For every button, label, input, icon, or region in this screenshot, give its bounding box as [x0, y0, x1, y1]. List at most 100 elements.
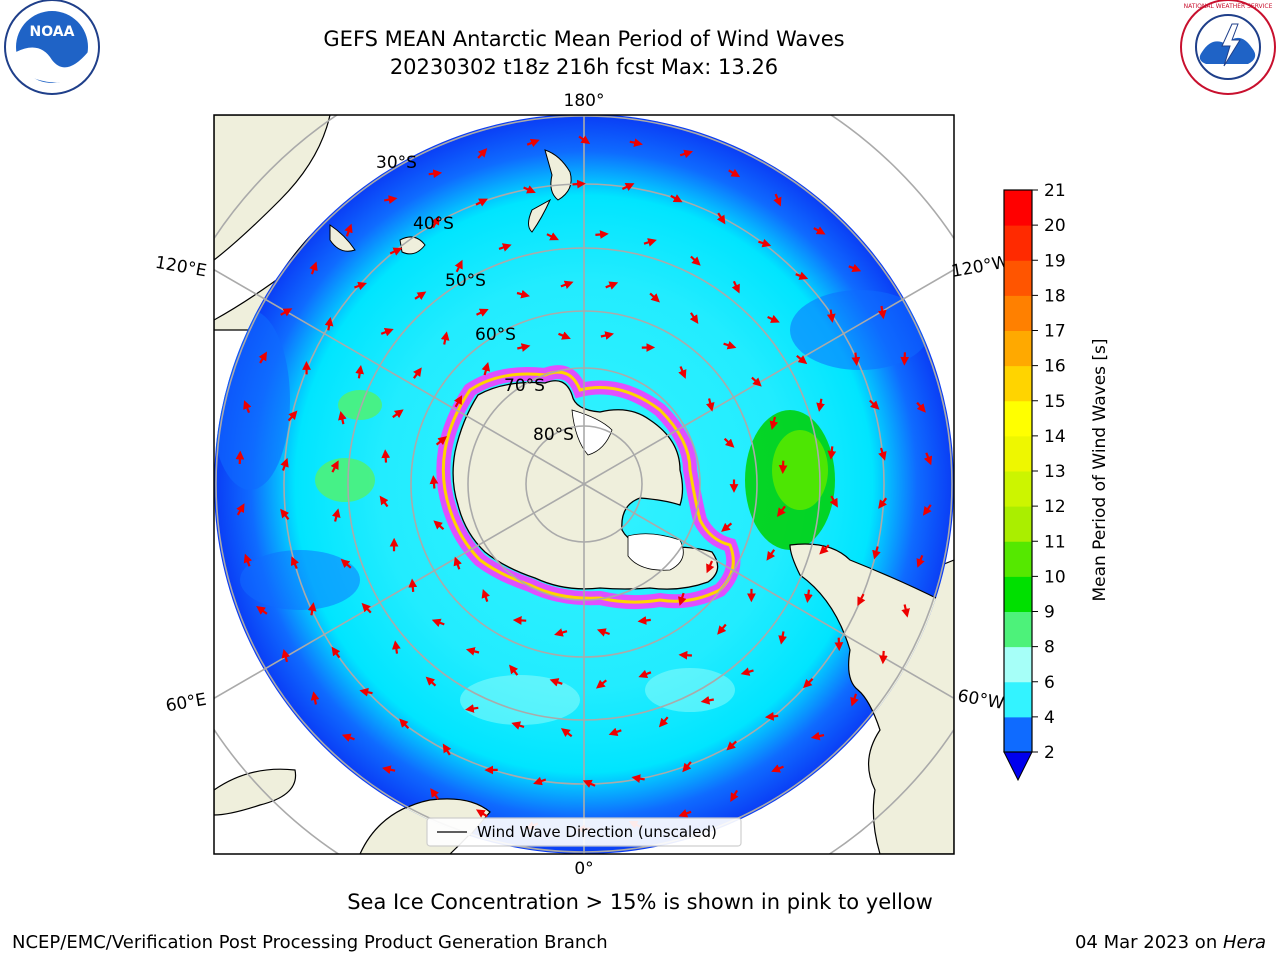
colorbar-segment: [1004, 435, 1032, 472]
wind-wave-arrow: [723, 340, 737, 350]
wind-wave-arrow: [381, 449, 391, 463]
wind-wave-arrow: [481, 362, 491, 376]
wind-wave-arrow: [851, 352, 861, 366]
wind-wave-arrow: [498, 243, 512, 252]
colorbar-segment: [1004, 611, 1032, 648]
colorbar-segment: [1004, 330, 1032, 367]
colorbar-segment: [1004, 681, 1032, 718]
wind-wave-arrow: [608, 727, 622, 736]
wind-wave-arrow: [578, 135, 591, 144]
wind-wave-arrow: [596, 628, 610, 637]
wind-wave-arrow: [431, 618, 445, 627]
wind-wave-arrow: [310, 691, 320, 705]
lat-label-60: 60°S: [475, 325, 516, 345]
wind-wave-arrow: [361, 602, 372, 614]
meridian-labels: 180° 0° 120°E 60°E 120°W 60°W: [154, 91, 1011, 879]
wind-wave-arrow: [682, 761, 692, 773]
noaa-logo: NOAA: [4, 0, 100, 95]
wind-wave-arrow: [380, 328, 394, 337]
wind-wave-arrow: [637, 616, 651, 625]
colorbar-segment: [1004, 295, 1032, 331]
footer-date: 04 Mar 2023 on: [1074, 932, 1223, 953]
colorbar-tick-label: 19: [1044, 251, 1066, 271]
wind-wave-arrow: [731, 280, 740, 294]
wind-wave-arrow: [826, 309, 836, 323]
wind-wave-arrow: [795, 271, 809, 280]
colorbar-tick-label: 15: [1044, 392, 1066, 412]
wind-wave-arrow: [582, 779, 596, 788]
wind-wave-arrow: [331, 646, 341, 659]
legend: Wind Wave Direction (unscaled): [426, 817, 742, 847]
wind-wave-arrow: [678, 366, 687, 379]
wind-wave-arrow: [340, 558, 352, 569]
wind-wave-arrow: [730, 789, 739, 802]
wind-wave-arrow: [716, 212, 726, 225]
wind-wave-arrow: [879, 650, 888, 665]
wind-wave-arrow: [476, 308, 489, 317]
wind-wave-arrow: [804, 589, 813, 603]
wind-wave-arrow: [595, 230, 609, 239]
colorbar-segment: [1004, 576, 1032, 612]
wind-wave-arrow: [878, 447, 887, 461]
meridian-label-lower-right: 60°W: [956, 686, 1006, 714]
wind-wave-arrow: [922, 504, 932, 516]
wind-wave-arrow: [819, 544, 830, 555]
wind-wave-arrow: [816, 398, 825, 412]
wind-wave-arrow: [516, 289, 530, 299]
colorbar-tick-label: 6: [1044, 673, 1055, 693]
wind-wave-arrow: [428, 169, 443, 179]
wind-wave-arrow: [721, 522, 733, 532]
wind-wave-arrow: [236, 503, 245, 516]
wind-wave-arrow: [796, 354, 808, 365]
wind-wave-arrow: [829, 495, 838, 508]
wind-wave-arrow: [678, 592, 687, 606]
wind-wave-arrow: [658, 716, 669, 728]
colorbar-tick-label: 14: [1044, 427, 1066, 447]
nws-logo-text: NATIONAL WEATHER SERVICE: [1184, 3, 1273, 10]
wind-wave-arrow: [453, 556, 462, 570]
wind-wave-arrow: [740, 667, 754, 676]
wind-wave-arrow: [621, 183, 635, 191]
wind-wave-arrow: [776, 505, 786, 518]
colorbar-tick-label: 17: [1044, 322, 1066, 342]
wind-wave-arrow: [355, 365, 364, 379]
colorbar-tick-label: 20: [1044, 216, 1066, 236]
wind-wave-arrow: [341, 733, 355, 742]
wind-wave-arrow: [771, 764, 784, 773]
wind-wave-arrow: [442, 743, 452, 756]
wind-wave-arrow: [558, 331, 571, 340]
wind-wave-arrow: [475, 809, 488, 818]
colorbar-extend-triangle: [1003, 751, 1033, 782]
wind-wave-arrow: [869, 399, 880, 410]
wind-wave-arrow: [391, 640, 401, 654]
wind-wave-arrow: [595, 679, 607, 689]
wind-wave-arrow: [354, 281, 367, 291]
wind-wave-arrow: [408, 578, 418, 592]
wind-wave-arrow: [384, 195, 398, 204]
colorbar-tick-label: 21: [1044, 181, 1066, 201]
sea-ice-note: Sea Ice Concentration > 15% is shown in …: [347, 890, 933, 914]
colorbar-segment: [1004, 365, 1032, 402]
colorbar-segment: [1004, 646, 1032, 683]
wind-wave-arrow: [877, 305, 887, 320]
ronne-ice-shelf: [627, 533, 684, 571]
wind-wave-arrow: [344, 223, 353, 237]
wind-wave-arrow: [477, 148, 488, 159]
wind-wave-arrow: [389, 247, 403, 256]
colorbar-tick-label: 10: [1044, 567, 1066, 587]
wind-wave-arrow: [243, 400, 252, 414]
wind-wave-arrow: [359, 687, 373, 697]
wind-wave-arrow: [454, 259, 463, 273]
wind-wave-arrow: [324, 317, 334, 331]
noaa-logo-text: NOAA: [30, 24, 75, 40]
map-frame: [213, 114, 955, 855]
wind-wave-arrow: [435, 436, 448, 446]
colorbar-tick-label: 13: [1044, 462, 1066, 482]
wind-wave-arrow: [512, 616, 527, 625]
colorbar-segment: [1004, 506, 1032, 542]
wind-wave-arrow: [850, 693, 859, 707]
wind-wave-arrow: [600, 331, 615, 340]
wind-wave-arrow: [511, 721, 525, 730]
wind-wave-arrow: [481, 588, 490, 602]
